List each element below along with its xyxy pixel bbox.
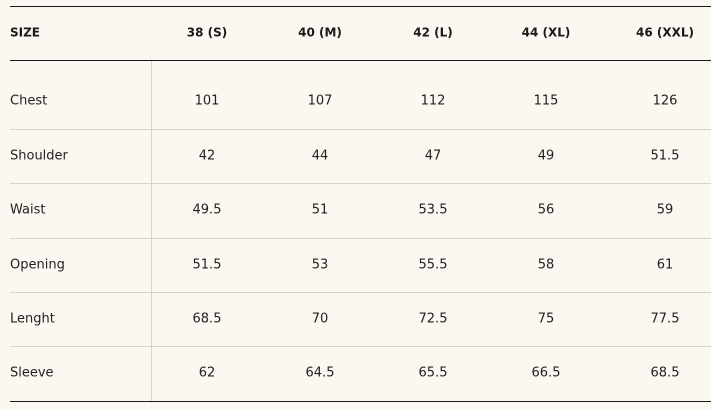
cell: 53.5 [419, 203, 448, 218]
header-cell: 38 (S) [187, 26, 228, 40]
cell: 47 [425, 149, 442, 164]
cell: 68.5 [651, 366, 680, 381]
cell: 72.5 [419, 312, 448, 327]
cell: 58 [538, 258, 555, 273]
row-label: Waist [10, 203, 45, 218]
row-label: Lenght [10, 312, 55, 327]
cell: 75 [538, 312, 555, 327]
cell: 53 [312, 258, 329, 273]
cell: 49 [538, 149, 555, 164]
cell: 56 [538, 203, 555, 218]
cell: 62 [199, 366, 216, 381]
row-label: Opening [10, 258, 65, 273]
cell: 51.5 [193, 258, 222, 273]
cell: 44 [312, 149, 329, 164]
cell: 61 [657, 258, 674, 273]
header-cell: SIZE [10, 26, 40, 40]
cell: 42 [199, 149, 216, 164]
header-cell: 42 (L) [413, 26, 453, 40]
row-label: Sleeve [10, 366, 54, 381]
header-cell: 40 (M) [298, 26, 342, 40]
cell: 77.5 [651, 312, 680, 327]
cell: 64.5 [306, 366, 335, 381]
header-cell: 46 (XXL) [636, 26, 694, 40]
cell: 107 [308, 94, 333, 109]
cell: 65.5 [419, 366, 448, 381]
cell: 112 [421, 94, 446, 109]
row-label: Chest [10, 94, 47, 109]
cell: 49.5 [193, 203, 222, 218]
cell: 101 [195, 94, 220, 109]
cell: 66.5 [532, 366, 561, 381]
cell: 51 [312, 203, 329, 218]
cell: 59 [657, 203, 674, 218]
cell: 115 [534, 94, 559, 109]
cell: 51.5 [651, 149, 680, 164]
cell: 68.5 [193, 312, 222, 327]
cell: 70 [312, 312, 329, 327]
cell: 126 [653, 94, 678, 109]
header-cell: 44 (XL) [522, 26, 571, 40]
row-label: Shoulder [10, 149, 69, 164]
cell: 55.5 [419, 258, 448, 273]
